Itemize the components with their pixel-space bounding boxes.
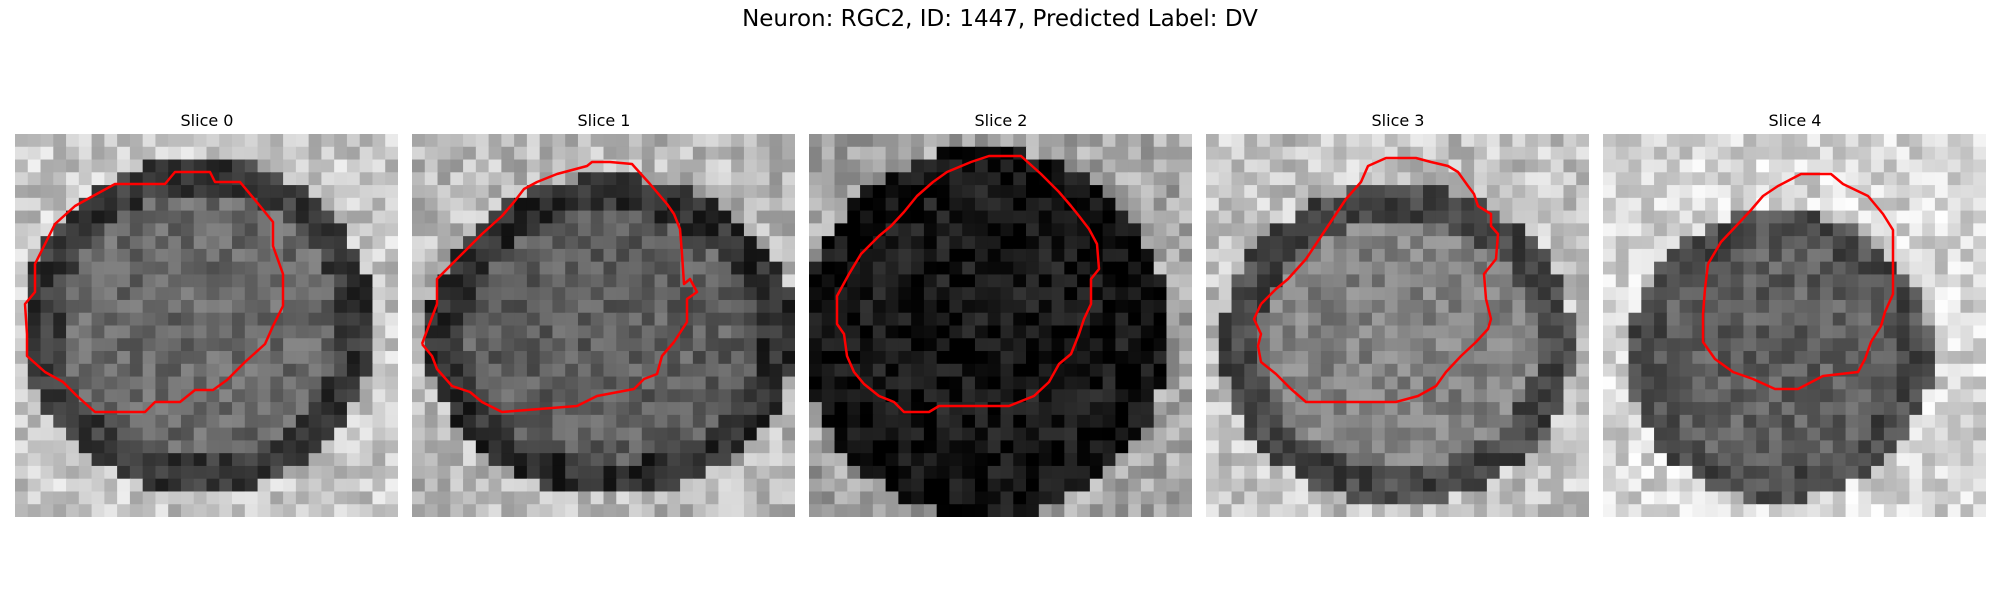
pixel-grid (1603, 134, 1986, 517)
figure-title: Neuron: RGC2, ID: 1447, Predicted Label:… (742, 6, 1258, 32)
pixel-grid (15, 134, 398, 517)
slice-title: Slice 3 (1371, 111, 1425, 130)
segmentation-contour (23, 170, 285, 414)
segmentation-contour (1701, 172, 1895, 391)
slice-image (809, 134, 1192, 517)
slice-title: Slice 1 (577, 111, 631, 130)
pixel-grid (1206, 134, 1589, 517)
slice-panel-4: Slice 4 (1603, 108, 1987, 517)
segmentation-contour (420, 160, 699, 414)
pixel-grid (412, 134, 795, 517)
slice-image (1206, 134, 1589, 517)
segmentation-contour (1252, 156, 1500, 404)
slice-panel-3: Slice 3 (1206, 108, 1590, 517)
slice-panel-0: Slice 0 (15, 108, 399, 517)
slice-title: Slice 2 (974, 111, 1028, 130)
slice-title: Slice 0 (180, 111, 234, 130)
slice-image (1603, 134, 1986, 517)
slice-panel-1: Slice 1 (412, 108, 796, 517)
pixel-grid (809, 134, 1192, 517)
slice-image (15, 134, 398, 517)
slice-title: Slice 4 (1768, 111, 1822, 130)
slice-panel-2: Slice 2 (809, 108, 1193, 517)
slice-image (412, 134, 795, 517)
segmentation-contour (835, 154, 1101, 414)
